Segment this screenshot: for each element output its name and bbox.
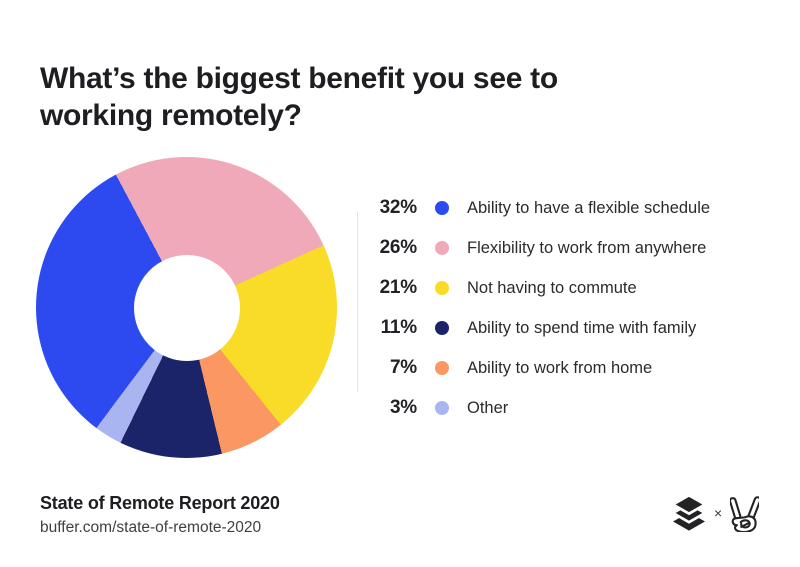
- legend-percent: 11%: [380, 317, 418, 338]
- legend-percent: 32%: [379, 197, 418, 218]
- legend-percent: 26%: [379, 237, 418, 258]
- legend-row: 21% Not having to commute: [370, 268, 710, 308]
- page-title: What’s the biggest benefit you see to wo…: [40, 60, 740, 134]
- legend-label: Ability to work from home: [467, 358, 653, 377]
- legend-dot-icon: [435, 361, 449, 375]
- peace-hand-icon: [730, 496, 760, 532]
- legend-divider: [357, 212, 358, 392]
- legend-dot-icon: [435, 201, 449, 215]
- legend-percent: 21%: [379, 277, 418, 298]
- legend-label: Flexibility to work from anywhere: [467, 238, 707, 257]
- legend-row: 32% Ability to have a flexible schedule: [370, 188, 711, 228]
- legend-dot-icon: [435, 281, 449, 295]
- footer-logos: ×: [672, 493, 760, 533]
- legend-label: Not having to commute: [467, 278, 637, 297]
- donut-hole: [133, 254, 240, 361]
- legend-row: 26% Flexibility to work from anywhere: [370, 228, 710, 268]
- legend-dot-icon: [435, 241, 449, 255]
- buffer-stacked-layers-icon: [672, 493, 706, 531]
- multiply-separator: ×: [714, 505, 723, 521]
- report-url: buffer.com/state-of-remote-2020: [40, 519, 262, 536]
- legend-percent: 3%: [389, 397, 417, 418]
- legend-label: Ability to spend time with family: [467, 318, 697, 337]
- page-title-line2: working remotely?: [40, 99, 302, 133]
- legend-row: 3% Other: [370, 388, 710, 428]
- legend-row: 7% Ability to work from home: [370, 348, 710, 388]
- legend-label: Other: [467, 398, 509, 417]
- legend-label: Ability to have a flexible schedule: [467, 198, 711, 217]
- legend-dot-icon: [435, 321, 449, 335]
- legend-percent: 7%: [389, 357, 417, 378]
- legend: 32% Ability to have a flexible schedule …: [370, 188, 711, 428]
- page-title-line1: What’s the biggest benefit you see to: [40, 62, 558, 96]
- legend-dot-icon: [435, 401, 449, 415]
- report-title: State of Remote Report 2020: [40, 493, 280, 513]
- legend-row: 11% Ability to spend time with family: [370, 308, 710, 348]
- donut-chart: [36, 157, 337, 458]
